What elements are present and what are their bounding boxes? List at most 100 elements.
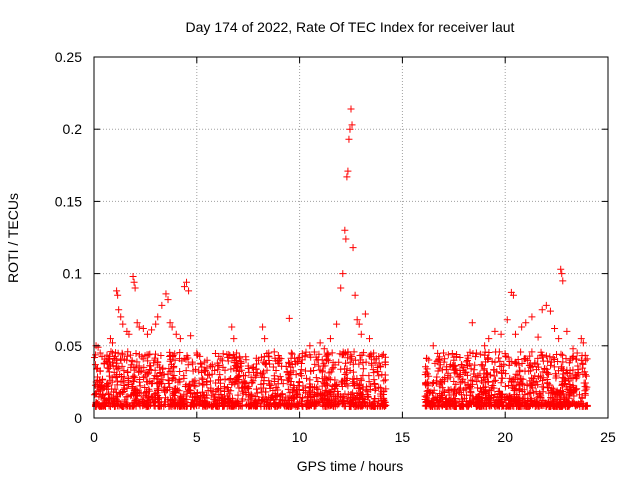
background-point — [463, 361, 471, 369]
background-point — [176, 349, 184, 357]
data-point — [468, 319, 476, 327]
background-point — [435, 364, 443, 372]
background-point — [169, 389, 177, 397]
background-point — [436, 361, 444, 369]
background-point — [533, 360, 541, 368]
background-point — [504, 353, 512, 361]
background-point — [122, 393, 130, 401]
background-point — [543, 375, 551, 383]
background-point — [471, 398, 479, 406]
background-point — [514, 394, 522, 402]
background-point — [481, 390, 489, 398]
data-point — [287, 349, 295, 357]
background-point — [214, 366, 222, 374]
background-point — [265, 381, 273, 389]
data-point — [115, 306, 123, 314]
background-point — [559, 358, 567, 366]
background-point — [572, 402, 580, 410]
data-point — [139, 324, 147, 332]
background-point — [108, 374, 116, 382]
background-point — [129, 384, 137, 392]
background-point — [216, 371, 224, 379]
background-point — [94, 364, 102, 372]
background-point — [327, 368, 335, 376]
background-point — [456, 379, 464, 387]
background-point — [171, 376, 179, 384]
background-point — [127, 363, 135, 371]
data-point — [429, 342, 437, 350]
background-point — [514, 378, 522, 386]
background-point — [342, 359, 350, 367]
background-point — [297, 366, 305, 374]
background-point — [535, 392, 543, 400]
background-point — [283, 376, 291, 384]
data-point — [133, 319, 141, 327]
data-point — [357, 330, 365, 338]
data-point — [366, 335, 374, 343]
data-point — [148, 326, 156, 334]
background-point — [529, 401, 537, 409]
background-point — [136, 376, 144, 384]
background-point — [116, 388, 124, 396]
background-point — [442, 394, 450, 402]
background-point — [494, 401, 502, 409]
background-point — [114, 393, 122, 401]
background-point — [334, 390, 342, 398]
background-point — [372, 385, 380, 393]
background-point — [538, 352, 546, 360]
background-point — [359, 371, 367, 379]
background-point — [365, 378, 373, 386]
background-point — [546, 381, 554, 389]
background-point — [315, 350, 323, 358]
background-point — [227, 365, 235, 373]
background-point — [239, 395, 247, 403]
background-point — [190, 382, 198, 390]
data-point — [176, 335, 184, 343]
background-point — [170, 371, 178, 379]
background-point — [223, 383, 231, 391]
background-point — [501, 382, 509, 390]
background-point — [520, 386, 528, 394]
data-point — [259, 323, 267, 331]
data-point — [450, 356, 458, 364]
background-point — [482, 383, 490, 391]
background-point — [370, 356, 378, 364]
background-point — [150, 402, 158, 410]
background-point — [219, 363, 227, 371]
background-point — [161, 383, 169, 391]
background-point — [570, 385, 578, 393]
data-point — [94, 343, 102, 351]
background-point — [451, 395, 459, 403]
background-point — [359, 365, 367, 373]
background-point — [182, 355, 190, 363]
background-point — [151, 390, 159, 398]
background-point — [259, 370, 267, 378]
background-point — [527, 388, 535, 396]
background-point — [562, 355, 570, 363]
background-point — [262, 360, 270, 368]
background-point — [371, 380, 379, 388]
background-point — [250, 402, 258, 410]
background-point — [235, 367, 243, 375]
background-point — [313, 384, 321, 392]
background-point — [447, 386, 455, 394]
y-tick-label: 0.2 — [63, 121, 83, 137]
background-point — [525, 361, 533, 369]
background-point — [581, 368, 589, 376]
data-point — [152, 320, 160, 328]
background-point — [366, 385, 374, 393]
background-point — [279, 380, 287, 388]
background-point — [331, 402, 339, 410]
background-point — [294, 358, 302, 366]
data-point — [551, 324, 559, 332]
background-point — [501, 394, 509, 402]
data-point — [180, 283, 188, 291]
data-point — [213, 359, 221, 367]
background-point — [184, 361, 192, 369]
background-point — [456, 388, 464, 396]
data-point — [458, 362, 466, 370]
background-point — [233, 349, 241, 357]
background-point — [211, 349, 219, 357]
background-point — [130, 372, 138, 380]
background-point — [252, 365, 260, 373]
